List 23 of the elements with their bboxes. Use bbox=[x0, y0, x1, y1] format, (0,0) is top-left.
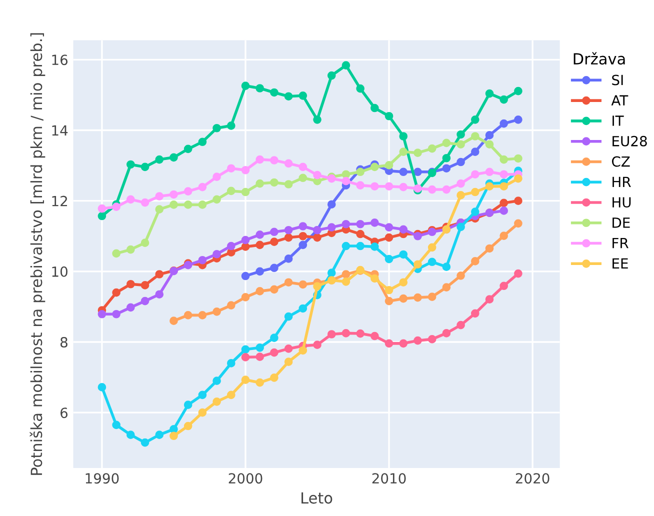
legend-label: FR bbox=[612, 238, 628, 248]
legend-label: DE bbox=[612, 218, 630, 228]
legend-label: HU bbox=[612, 197, 631, 208]
legend-label: EE bbox=[612, 258, 628, 269]
x-tick-label: 2010 bbox=[372, 473, 406, 484]
x-tick-label: 2020 bbox=[516, 473, 550, 484]
legend-label: HR bbox=[612, 176, 631, 187]
x-tick-label: 2000 bbox=[228, 473, 262, 484]
y-tick-label: 6 bbox=[60, 408, 68, 418]
legend-label: IT bbox=[612, 116, 624, 126]
legend-title: Država bbox=[574, 52, 625, 65]
y-tick-label: 10 bbox=[52, 266, 68, 277]
y-tick-label: 16 bbox=[52, 54, 68, 66]
legend-label: CZ bbox=[612, 156, 630, 167]
legend-label: AT bbox=[611, 95, 628, 106]
legend-label: SI bbox=[612, 74, 623, 86]
x-axis-title: Leto bbox=[302, 492, 332, 504]
y-tick-label: 12 bbox=[52, 196, 67, 206]
x-tick-label: 1990 bbox=[86, 473, 119, 484]
y-tick-label: 14 bbox=[52, 125, 68, 136]
y-axis-title: Potniška mobilnost na prebivalstvo [mlrd pkm / mio preb.] bbox=[30, 33, 46, 475]
y-tick-label: 8 bbox=[60, 336, 68, 348]
legend-label: EU28 bbox=[612, 136, 647, 146]
